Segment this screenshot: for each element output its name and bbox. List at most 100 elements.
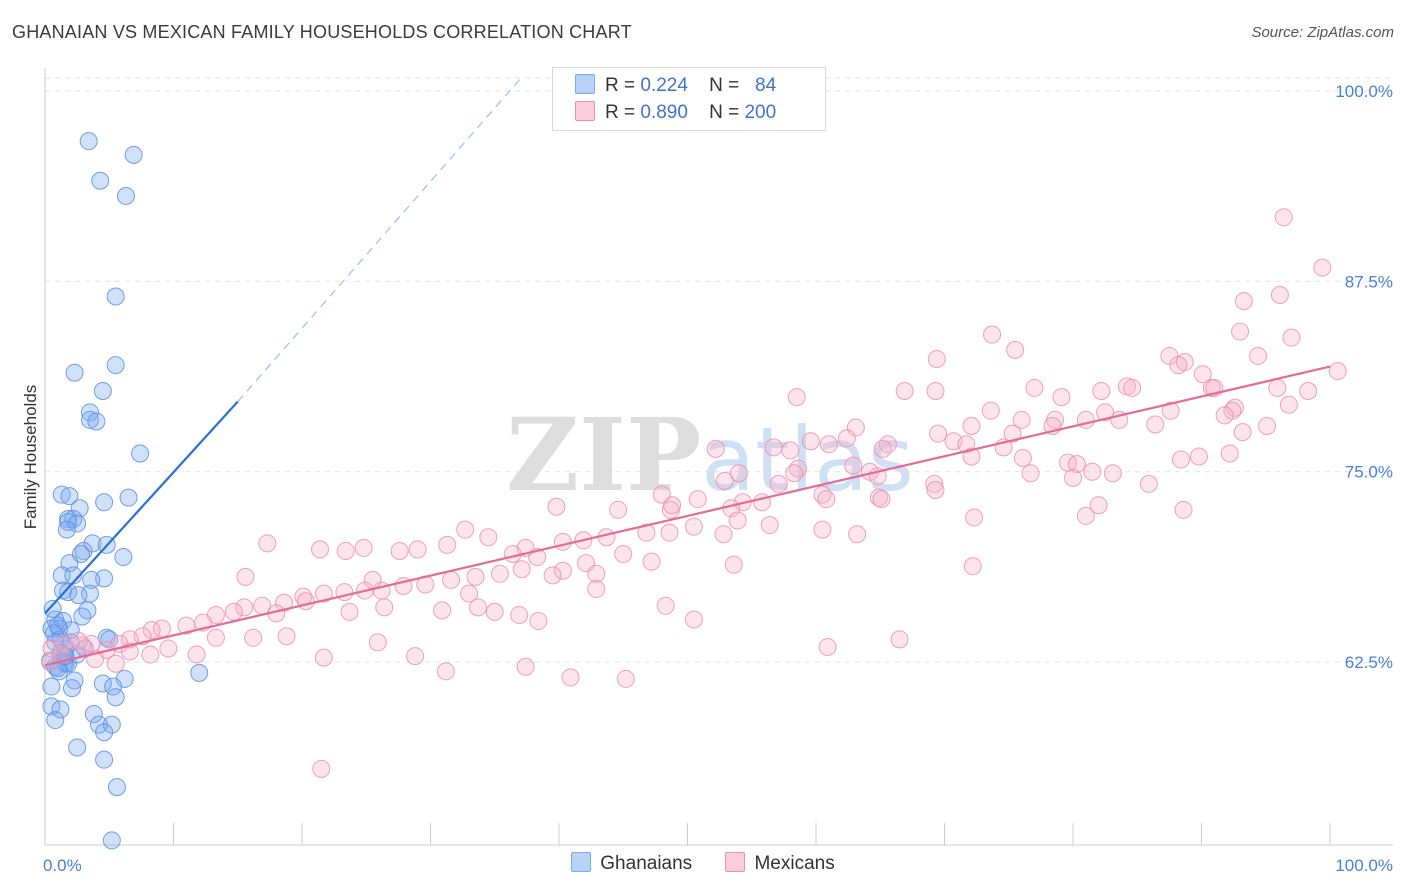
legend-stats: R = 0.224 N = 84 R = 0.890 N = 200 [552,67,826,131]
point [1139,474,1158,493]
point [1282,328,1301,347]
point [390,541,409,560]
point [79,132,98,151]
point [490,564,509,583]
point [656,596,675,615]
x-tick-label: 100.0% [1335,856,1393,875]
point [587,580,606,599]
point [609,500,628,519]
point [116,186,135,205]
point [340,602,359,621]
point [124,145,143,164]
point [375,598,394,617]
point [312,759,331,778]
point [131,444,150,463]
legend-row-mexicans: R = 0.890 N = 200 [575,101,776,129]
point [80,403,99,422]
point [95,750,114,769]
watermark-zip: ZIP [506,396,701,514]
point [87,412,106,431]
point [60,487,79,506]
point [728,511,747,530]
point [190,663,209,682]
point [141,645,160,664]
point [1006,340,1025,359]
point [547,497,566,516]
point [336,541,355,560]
point [62,679,81,698]
point [503,545,522,564]
point [927,349,946,368]
point [1249,346,1268,365]
y-tick-label: 62.5% [1345,653,1393,672]
point [819,435,838,454]
legend-series: Ghanaians Mexicans [0,852,1406,875]
point [963,557,982,576]
point [1064,468,1082,487]
point [1313,258,1332,277]
point [206,628,225,647]
n-label: N = [709,102,740,123]
point [106,688,125,707]
point [106,654,125,673]
point [510,605,529,624]
point [925,474,944,493]
point [456,520,475,539]
point [57,520,76,539]
watermark-atlas: atlas [701,408,914,511]
point [55,634,74,653]
point [688,490,707,509]
point [724,555,743,574]
y-tick-label: 100.0% [1335,82,1393,101]
point [460,584,479,603]
point [277,627,296,646]
point [715,471,734,490]
point [785,464,804,483]
point [1160,346,1179,365]
point [1174,500,1193,519]
point [485,602,504,621]
point [684,517,703,536]
point [82,570,101,589]
point [102,831,121,850]
point [1279,395,1298,414]
point [1052,388,1071,407]
point [714,525,733,544]
point [637,523,656,542]
axes [44,68,1393,846]
point [84,704,103,723]
point [926,381,945,400]
point [1123,378,1142,397]
point [95,723,114,742]
point [817,490,836,509]
point [258,534,277,553]
point [663,496,682,515]
point [1169,356,1188,375]
point [1076,410,1095,429]
point [983,325,1002,344]
tick-labels: 62.5% 75.0% 87.5% 100.0% 0.0% 100.0% [43,82,1393,875]
point [107,778,126,797]
trend-line-ghanaians-extended [237,78,521,403]
legend-item-ghanaians: Ghanaians [571,852,692,875]
point [69,586,88,605]
point [561,668,580,687]
trend-line-ghanaians [44,400,239,615]
point [42,677,61,696]
point [1103,464,1122,483]
point [466,567,485,586]
point [553,561,572,580]
point [436,662,455,681]
point [70,499,89,518]
point [729,464,748,483]
r-value: 0.224 [640,75,688,96]
point [59,513,78,532]
point [177,616,196,635]
point [848,525,867,544]
point [1146,415,1165,434]
point [873,439,892,458]
point [244,628,263,647]
legend-swatch-mexicans [725,852,746,872]
point [314,584,333,603]
